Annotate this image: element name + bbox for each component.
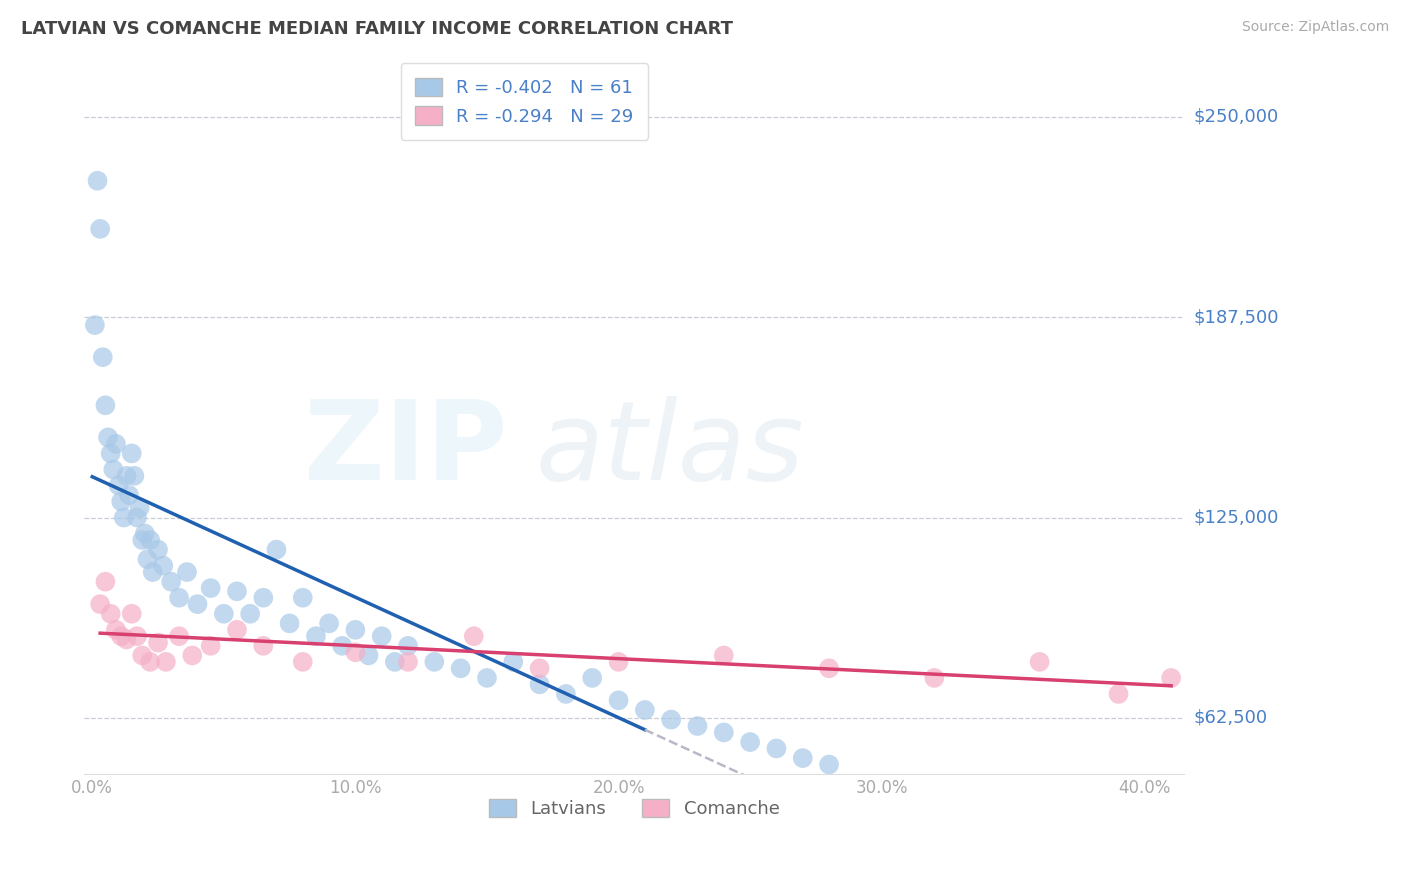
Point <box>529 677 551 691</box>
Point <box>83 318 105 332</box>
Point <box>146 542 169 557</box>
Point <box>94 574 117 589</box>
Point <box>152 558 174 573</box>
Text: Source: ZipAtlas.com: Source: ZipAtlas.com <box>1241 20 1389 34</box>
Point <box>291 591 314 605</box>
Point <box>305 629 328 643</box>
Point <box>765 741 787 756</box>
Point <box>181 648 204 663</box>
Point <box>581 671 603 685</box>
Point <box>634 703 657 717</box>
Point <box>186 597 208 611</box>
Point <box>384 655 406 669</box>
Point <box>100 607 122 621</box>
Point <box>115 468 138 483</box>
Point <box>713 648 735 663</box>
Point <box>607 693 630 707</box>
Point <box>176 565 198 579</box>
Point <box>344 645 367 659</box>
Point <box>167 629 190 643</box>
Point <box>357 648 380 663</box>
Point <box>607 655 630 669</box>
Point <box>463 629 485 643</box>
Point <box>167 591 190 605</box>
Text: $250,000: $250,000 <box>1194 108 1278 126</box>
Point <box>139 533 162 547</box>
Point <box>121 446 143 460</box>
Point <box>686 719 709 733</box>
Point <box>128 500 150 515</box>
Text: $187,500: $187,500 <box>1194 308 1278 326</box>
Point <box>212 607 235 621</box>
Point <box>110 629 132 643</box>
Point <box>344 623 367 637</box>
Point <box>924 671 946 685</box>
Point <box>155 655 177 669</box>
Point <box>100 446 122 460</box>
Point <box>125 629 148 643</box>
Text: atlas: atlas <box>536 396 804 503</box>
Point <box>104 437 127 451</box>
Text: $62,500: $62,500 <box>1194 709 1267 727</box>
Legend: Latvians, Comanche: Latvians, Comanche <box>482 791 787 825</box>
Point <box>1108 687 1130 701</box>
Point <box>713 725 735 739</box>
Point <box>103 462 125 476</box>
Point <box>1028 655 1050 669</box>
Point <box>529 661 551 675</box>
Point <box>97 430 120 444</box>
Point <box>396 655 419 669</box>
Point <box>139 655 162 669</box>
Text: LATVIAN VS COMANCHE MEDIAN FAMILY INCOME CORRELATION CHART: LATVIAN VS COMANCHE MEDIAN FAMILY INCOME… <box>21 20 733 37</box>
Point <box>818 661 841 675</box>
Point <box>252 591 274 605</box>
Point <box>124 468 146 483</box>
Point <box>792 751 814 765</box>
Point <box>818 757 841 772</box>
Point <box>121 607 143 621</box>
Point <box>226 623 249 637</box>
Point <box>252 639 274 653</box>
Point <box>239 607 262 621</box>
Point <box>89 222 111 236</box>
Point <box>200 581 222 595</box>
Point <box>91 350 114 364</box>
Point <box>318 616 340 631</box>
Point <box>107 478 129 492</box>
Point <box>1160 671 1182 685</box>
Point <box>118 488 141 502</box>
Point <box>125 510 148 524</box>
Point <box>370 629 392 643</box>
Point <box>115 632 138 647</box>
Point <box>423 655 446 669</box>
Point <box>160 574 183 589</box>
Point <box>396 639 419 653</box>
Point <box>89 597 111 611</box>
Point <box>136 552 159 566</box>
Point <box>266 542 288 557</box>
Point <box>110 494 132 508</box>
Text: $125,000: $125,000 <box>1194 508 1278 526</box>
Point <box>131 533 153 547</box>
Point <box>659 713 682 727</box>
Point <box>86 174 108 188</box>
Point <box>112 510 135 524</box>
Point <box>330 639 353 653</box>
Point <box>740 735 762 749</box>
Point <box>131 648 153 663</box>
Point <box>554 687 576 701</box>
Point <box>104 623 127 637</box>
Point <box>142 565 165 579</box>
Point <box>475 671 498 685</box>
Point <box>94 398 117 412</box>
Point <box>502 655 524 669</box>
Point <box>146 635 169 649</box>
Point <box>200 639 222 653</box>
Point <box>450 661 472 675</box>
Point <box>291 655 314 669</box>
Point <box>278 616 301 631</box>
Point <box>226 584 249 599</box>
Point <box>134 526 156 541</box>
Text: ZIP: ZIP <box>305 396 508 503</box>
